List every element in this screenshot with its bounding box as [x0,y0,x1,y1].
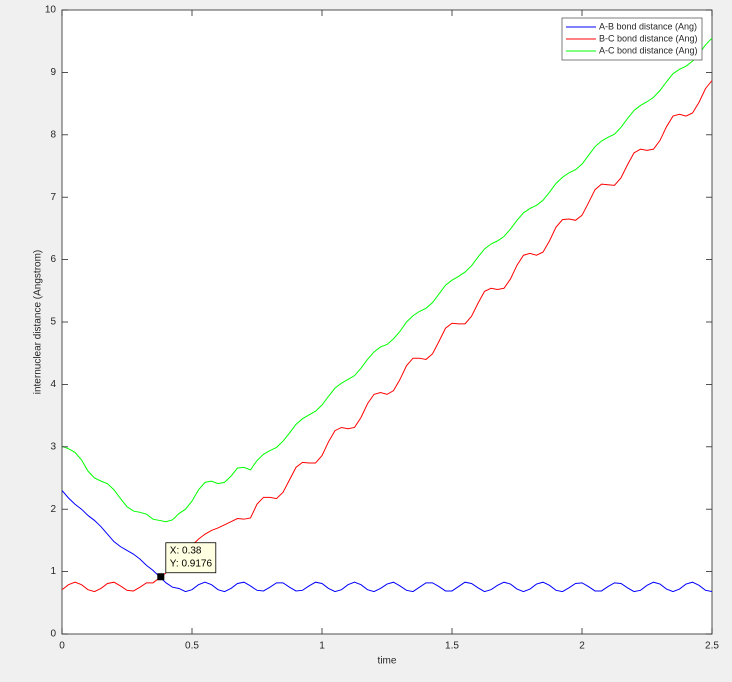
x-tick-label: 0 [59,641,65,652]
x-tick-label: 2 [579,641,585,652]
x-tick-label: 1.5 [445,641,459,652]
y-axis-label: internuclear distance (Angstrom) [33,250,44,395]
y-tick-label: 3 [50,441,56,452]
legend-label: A-C bond distance (Ang) [599,45,698,55]
y-tick-label: 6 [50,254,56,265]
datatip-label: Y: 0.9176 [170,558,213,569]
y-tick-label: 7 [50,192,56,203]
y-tick-label: 9 [50,67,56,78]
legend-label: B-C bond distance (Ang) [599,33,698,43]
x-tick-label: 0.5 [185,641,199,652]
axes-box [61,9,713,635]
y-tick-label: 10 [45,5,57,16]
datatip-box [165,542,217,574]
series-line [62,37,712,523]
datatip-label: X: 0.38 [170,545,202,556]
legend-label: A-B bond distance (Ang) [599,21,697,31]
y-tick-label: 0 [50,629,56,640]
y-tick-label: 5 [50,317,56,328]
y-tick-label: 2 [50,504,56,515]
x-tick-label: 2.5 [705,641,719,652]
y-tick-label: 1 [50,566,56,577]
x-tick-label: 1 [319,641,325,652]
x-axis-label: time [378,656,397,667]
series-line [62,490,712,593]
y-tick-label: 8 [50,129,56,140]
y-tick-label: 4 [50,379,56,390]
datatip-marker [157,573,165,581]
